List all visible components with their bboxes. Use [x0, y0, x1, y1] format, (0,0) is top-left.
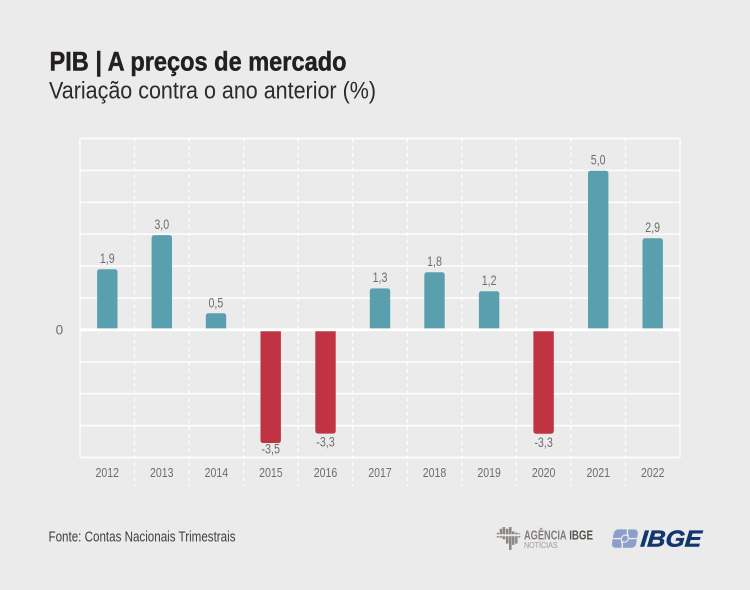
- svg-text:2022: 2022: [641, 465, 665, 480]
- svg-text:1,8: 1,8: [427, 253, 442, 269]
- svg-text:2017: 2017: [368, 465, 392, 480]
- svg-text:2012: 2012: [96, 465, 120, 480]
- svg-text:5,0: 5,0: [591, 152, 606, 168]
- svg-text:PIB | A preços de mercado: PIB | A preços de mercado: [50, 46, 347, 76]
- svg-text:2,9: 2,9: [645, 219, 660, 235]
- svg-text:2018: 2018: [423, 465, 447, 480]
- svg-text:2019: 2019: [477, 465, 501, 480]
- svg-text:1,2: 1,2: [482, 272, 497, 288]
- svg-text:2016: 2016: [314, 465, 338, 480]
- svg-text:-3,3: -3,3: [316, 433, 335, 449]
- svg-text:2015: 2015: [259, 465, 283, 480]
- svg-text:0: 0: [56, 323, 64, 338]
- svg-text:AGÊNCIA: AGÊNCIA: [524, 528, 567, 543]
- svg-text:-3,5: -3,5: [261, 440, 280, 456]
- svg-text:IBGE: IBGE: [640, 526, 704, 552]
- svg-text:2020: 2020: [532, 465, 556, 480]
- svg-text:NOTÍCIAS: NOTÍCIAS: [524, 541, 558, 550]
- svg-text:2013: 2013: [150, 465, 174, 480]
- svg-text:2021: 2021: [586, 465, 610, 480]
- svg-text:IBGE: IBGE: [569, 529, 593, 543]
- svg-text:1,9: 1,9: [100, 250, 115, 266]
- svg-text:0,5: 0,5: [209, 295, 224, 311]
- svg-text:3,0: 3,0: [154, 216, 169, 232]
- svg-text:-3,3: -3,3: [534, 434, 553, 450]
- svg-text:Fonte: Contas Nacionais Trimes: Fonte: Contas Nacionais Trimestrais: [49, 528, 236, 545]
- svg-text:1,3: 1,3: [373, 269, 388, 285]
- svg-text:2014: 2014: [205, 465, 229, 480]
- svg-text:Variação contra o ano anterior: Variação contra o ano anterior (%): [49, 77, 376, 104]
